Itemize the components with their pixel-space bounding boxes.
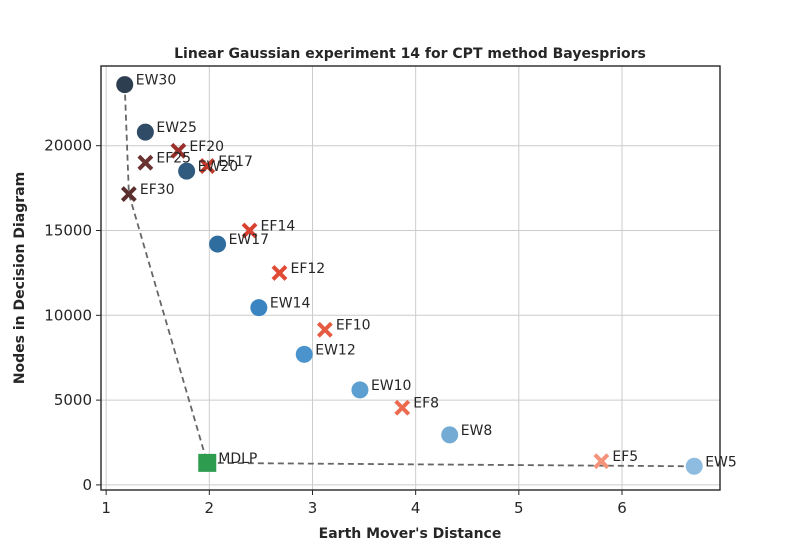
point-ew8 [441, 426, 459, 444]
label-ef5: EF5 [612, 449, 638, 465]
label-ew30: EW30 [136, 73, 177, 89]
point-ew12 [295, 345, 313, 363]
point-ew25 [136, 123, 154, 141]
label-ew10: EW10 [371, 378, 412, 394]
data-points [116, 76, 703, 475]
point-ef17 [199, 158, 216, 174]
point-ef5 [593, 453, 610, 470]
x-tick-label: 4 [411, 499, 421, 517]
point-ef10 [316, 321, 333, 338]
label-ew20: EW20 [198, 159, 239, 175]
label-ew17: EW17 [229, 232, 270, 248]
label-ew5: EW5 [705, 454, 737, 470]
point-ew14 [250, 299, 268, 317]
label-ew14: EW14 [270, 296, 311, 312]
label-ef8: EF8 [413, 396, 439, 412]
x-tick-label: 5 [514, 499, 524, 517]
point-ef14 [241, 222, 258, 239]
label-ef30: EF30 [140, 182, 175, 198]
label-ef17: EF17 [218, 154, 253, 170]
point-ef12 [271, 264, 288, 281]
label-ew12: EW12 [315, 342, 356, 358]
point-labels: EW30 EW25 EW20 EW17 EW14 EW12 EW10 EW8 EW5 EF30 EF… [136, 73, 737, 471]
point-ef25 [137, 154, 154, 171]
y-tick-label: 20000 [44, 137, 92, 155]
label-ew8: EW8 [461, 423, 493, 439]
point-ew10 [351, 381, 369, 399]
x-tick-label: 6 [617, 499, 627, 517]
point-ew5 [685, 457, 703, 475]
label-ef10: EF10 [336, 318, 371, 334]
y-axis-label: Nodes in Decision Diagram [12, 172, 28, 384]
axis-ticks: 1 2 3 4 5 6 0 5000 10000 15000 20000 [44, 137, 626, 517]
label-ew25: EW25 [156, 120, 197, 136]
y-tick-label: 15000 [44, 222, 92, 240]
y-tick-label: 10000 [44, 306, 92, 324]
y-tick-label: 5000 [54, 391, 92, 409]
x-axis-label: Earth Mover's Distance [319, 526, 502, 542]
label-ef20: EF20 [189, 139, 224, 155]
plot-frame [100, 65, 721, 491]
grid-lines [101, 66, 720, 490]
point-ew30 [116, 76, 134, 94]
label-mdlp: MDLP [218, 451, 257, 467]
point-ef20 [170, 142, 187, 159]
point-ew17 [209, 235, 227, 253]
x-tick-label: 2 [205, 499, 215, 517]
point-ef8 [394, 399, 411, 416]
frontier-line [123, 84, 695, 468]
label-ef14: EF14 [261, 219, 296, 235]
point-ew20 [178, 162, 196, 180]
point-mdlp [198, 453, 217, 472]
x-tick-label: 1 [101, 499, 111, 517]
label-ef25: EF25 [156, 151, 191, 167]
y-tick-label: 0 [82, 476, 92, 494]
chart-title: Linear Gaussian experiment 14 for CPT me… [174, 46, 646, 62]
x-tick-label: 3 [308, 499, 318, 517]
point-ef30 [120, 186, 137, 202]
label-ef12: EF12 [290, 261, 325, 277]
